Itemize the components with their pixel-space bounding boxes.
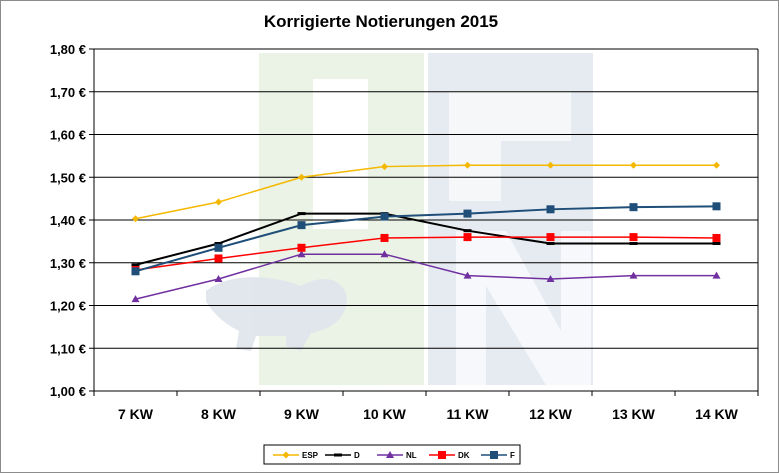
legend-item-f: F [481,451,515,460]
data-point-d [546,242,555,246]
data-point-f [297,221,306,230]
legend-swatch-marker [386,451,394,458]
y-tick-label: 1,20 € [50,299,86,314]
legend-swatch-marker [282,451,290,459]
y-tick-label: 1,50 € [50,170,86,185]
data-point-f [131,267,140,276]
legend-swatch-marker [438,451,446,459]
legend-item-nl: NL [377,451,417,460]
data-point-d [712,242,721,246]
data-point-dk [214,254,223,263]
data-point-nl [380,250,389,258]
y-axis-ticks: 1,00 € 1,10 € 1,20 € 1,30 € 1,40 € 1,50 € 1,60… [50,42,86,399]
series-nl [131,250,721,303]
legend: ESP D NL DK F [263,444,521,465]
chart-title: Korrigierte Notierungen 2015 [264,12,498,31]
legend-label: DK [458,451,470,460]
data-point-nl [546,274,555,282]
x-tick-label: 7 KW [118,406,154,422]
data-point-esp [464,161,471,169]
y-tick-label: 1,80 € [50,42,86,57]
data-point-esp [298,173,305,181]
y-tick-label: 1,30 € [50,256,86,271]
data-point-f [546,205,555,214]
series-esp [132,161,720,223]
data-point-dk [546,233,555,242]
y-tick-label: 1,10 € [50,341,86,356]
legend-item-esp: ESP [273,451,319,460]
series-line-f [135,205,717,273]
series-line-esp [135,164,717,220]
data-point-dk [712,233,721,242]
axes [89,48,759,396]
data-point-nl [131,295,140,303]
data-point-f [712,202,721,211]
data-point-d [463,229,472,233]
legend-items: ESP D NL DK F [273,451,515,460]
data-point-d [297,212,306,216]
watermark-letter-s-top [449,91,571,201]
data-point-dk [629,233,638,242]
data-point-esp [381,163,388,171]
y-tick-label: 1,40 € [50,213,86,228]
series-line-nl [135,253,717,300]
x-tick-label: 11 KW [446,406,489,422]
legend-label: ESP [302,451,319,460]
series-f [131,202,721,276]
data-point-esp [132,215,139,223]
data-point-dk [463,233,472,242]
legend-swatch-marker [334,453,342,457]
data-point-nl [297,250,306,258]
watermark-pig [206,277,347,351]
data-point-d [214,242,223,246]
y-tick-label: 1,00 € [50,384,86,399]
x-tick-label: 10 KW [363,406,407,422]
data-point-esp [215,198,222,206]
legend-label: NL [406,451,417,460]
data-point-nl [463,271,472,279]
data-point-d [131,263,140,267]
series-line-dk [135,236,717,271]
data-point-f [380,212,389,221]
watermark-letter-n [456,231,591,385]
x-axis-ticks: 7 KW 8 KW 9 KW 10 KW 11 KW 12 KW 13 KW 14 KW [118,406,739,422]
x-tick-label: 9 KW [284,406,320,422]
gridlines [94,48,758,392]
data-point-d [629,242,638,246]
watermark-blue-panel [428,53,593,385]
data-point-nl [712,271,721,279]
data-point-f [629,203,638,212]
data-point-esp [630,161,637,169]
legend-label: F [510,451,515,460]
legend-item-d: D [325,451,360,460]
legend-swatch-marker [490,451,498,459]
data-point-dk [297,243,306,252]
x-tick-label: 8 KW [201,406,237,422]
data-point-esp [547,161,554,169]
data-point-nl [629,271,638,279]
series-lines [131,161,721,303]
x-tick-label: 13 KW [612,406,656,422]
y-tick-label: 1,70 € [50,85,86,100]
x-tick-label: 14 KW [695,406,739,422]
watermark-letter-i [313,79,368,229]
series-dk [131,233,721,275]
data-point-nl [214,274,223,282]
data-point-esp [713,161,720,169]
series-line-d [135,212,717,266]
legend-label: D [354,451,360,460]
data-point-f [463,209,472,218]
legend-item-dk: DK [429,451,470,460]
watermark-logo [206,53,593,385]
data-point-f [214,243,223,252]
data-point-dk [380,233,389,242]
y-tick-label: 1,60 € [50,128,86,143]
x-tick-label: 12 KW [529,406,573,422]
